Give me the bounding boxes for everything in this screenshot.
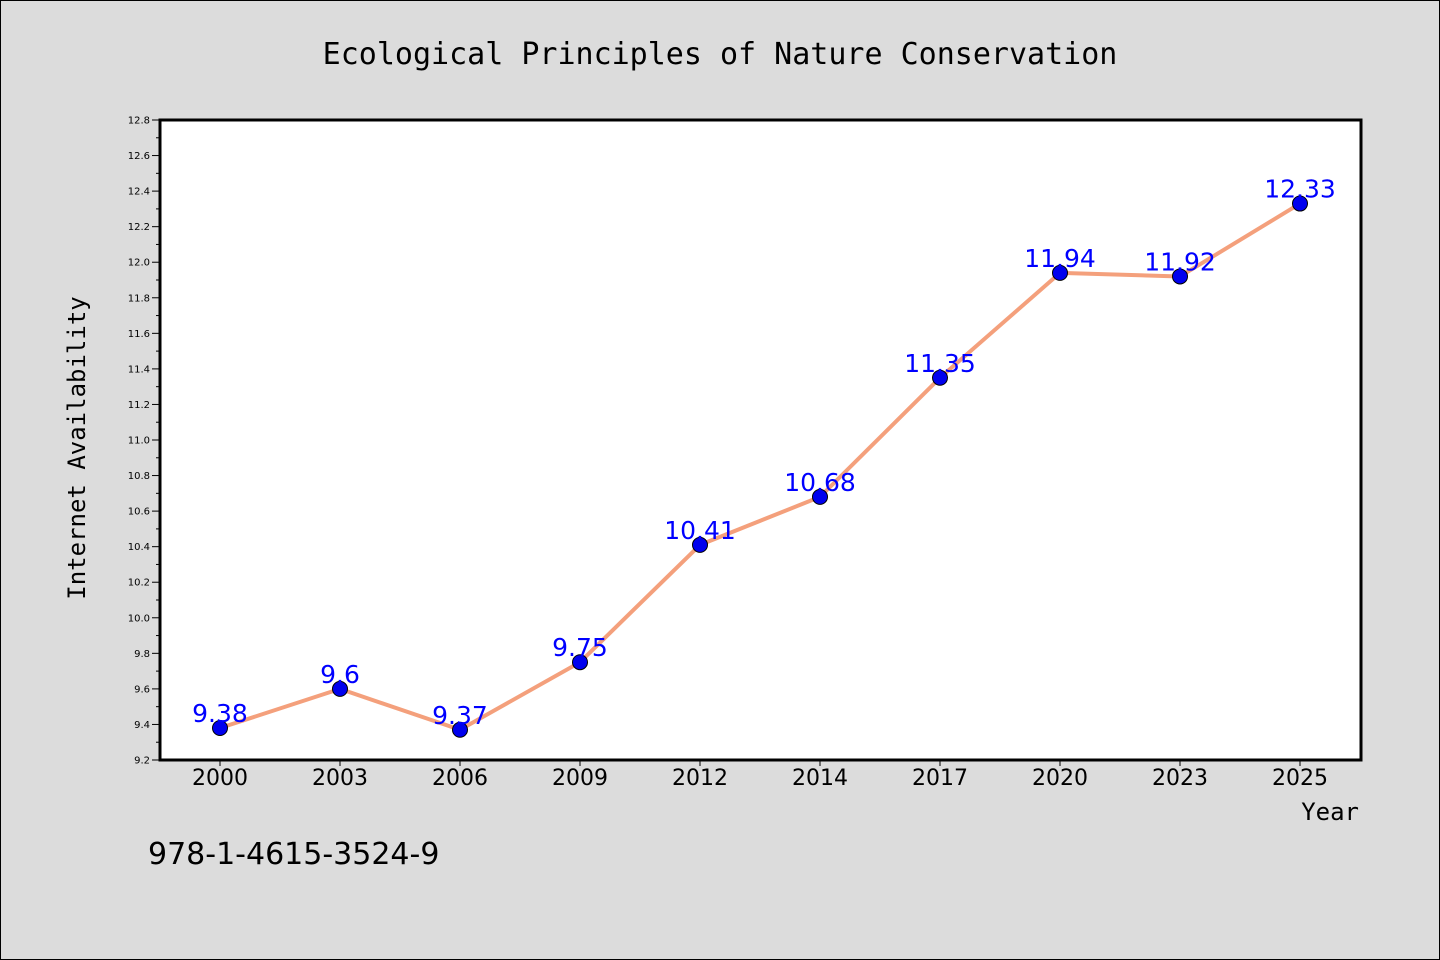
isbn-text: 978-1-4615-3524-9 <box>148 837 439 872</box>
x-tick-label: 2009 <box>552 766 608 791</box>
data-point <box>212 720 228 736</box>
data-label: 12.33 <box>1264 175 1336 204</box>
x-tick-label: 2000 <box>192 766 248 791</box>
data-label: 11.94 <box>1024 244 1096 273</box>
y-tick-label: 10.4 <box>128 542 150 553</box>
x-axis-title: Year <box>1301 798 1359 826</box>
x-tick-label: 2023 <box>1152 766 1208 791</box>
data-label: 9.75 <box>552 633 608 662</box>
x-tick-label: 2012 <box>672 766 728 791</box>
y-tick-label: 12.0 <box>128 258 150 269</box>
data-label: 9.6 <box>320 660 360 689</box>
y-axis-title: Internet Availability <box>63 296 91 599</box>
chart-title: Ecological Principles of Nature Conserva… <box>323 37 1118 72</box>
y-tick-label: 9.4 <box>134 720 150 731</box>
x-axis: 2000 2003 2006 2009 2012 2014 2017 2020 2023 2025 <box>192 760 1328 791</box>
y-tick-label: 12.6 <box>128 151 150 162</box>
y-tick-label: 10.6 <box>128 507 150 518</box>
data-point <box>1292 195 1308 212</box>
series-line <box>219 201 1302 732</box>
x-tick-label: 2025 <box>1272 766 1328 791</box>
data-labels: 9.38 9.6 9.37 9.75 10.41 10.68 11.35 11.94 11.92… <box>192 175 1336 730</box>
data-point <box>1172 268 1188 285</box>
data-label: 9.37 <box>432 701 488 730</box>
y-tick-label: 9.2 <box>134 756 150 767</box>
y-tick-label: 12.8 <box>128 116 150 127</box>
data-points <box>212 195 1308 738</box>
data-label: 10.41 <box>664 516 736 545</box>
x-tick-label: 2020 <box>1032 766 1088 791</box>
x-tick-label: 2017 <box>912 766 968 791</box>
y-tick-label: 10.8 <box>128 471 150 482</box>
data-point <box>332 680 348 697</box>
x-tick-label: 2003 <box>312 766 368 791</box>
y-tick-label: 12.2 <box>128 222 150 233</box>
y-tick-label: 11.6 <box>128 329 150 340</box>
y-tick-label: 9.6 <box>134 684 150 695</box>
x-tick-label: 2014 <box>792 766 848 791</box>
y-tick-label: 12.4 <box>128 187 150 198</box>
y-tick-label: 11.0 <box>128 436 150 447</box>
data-point <box>1052 264 1068 281</box>
y-tick-label: 10.0 <box>128 613 150 624</box>
y-axis: 9.2 9.4 9.6 9.8 10.0 10.2 10.4 10.6 10.8 11.0 11.2… <box>128 116 160 767</box>
plot-border <box>158 118 1363 762</box>
data-label: 11.92 <box>1144 247 1216 276</box>
plot-area <box>160 120 1361 760</box>
y-tick-label: 11.4 <box>128 364 150 375</box>
data-point <box>572 654 588 671</box>
data-point <box>932 369 948 386</box>
y-tick-label: 10.2 <box>128 578 150 589</box>
data-label: 11.35 <box>904 349 976 378</box>
x-tick-label: 2006 <box>432 766 488 791</box>
data-label: 9.38 <box>192 699 248 728</box>
y-tick-label: 9.8 <box>134 649 150 660</box>
y-tick-label: 11.2 <box>128 400 150 411</box>
data-point <box>452 721 468 738</box>
data-point <box>692 536 708 553</box>
data-label: 10.68 <box>784 468 856 497</box>
data-point <box>812 488 828 505</box>
y-tick-label: 11.8 <box>128 293 150 304</box>
